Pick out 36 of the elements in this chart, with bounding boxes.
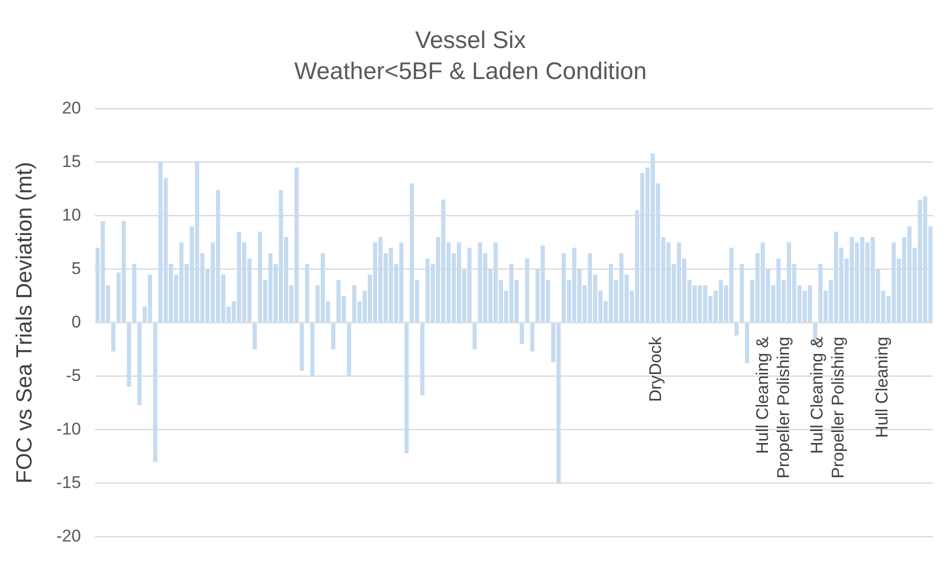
bar bbox=[472, 323, 477, 350]
annotation: Hull Cleaning & Propeller Polishing bbox=[807, 336, 848, 478]
bar bbox=[126, 323, 132, 387]
bar bbox=[300, 323, 304, 371]
bar bbox=[744, 323, 750, 364]
y-tick-label: 15 bbox=[62, 152, 81, 171]
y-tick-label: 20 bbox=[62, 98, 81, 118]
bar bbox=[132, 264, 136, 322]
bar bbox=[252, 323, 257, 350]
bar bbox=[153, 323, 158, 462]
bar bbox=[740, 264, 744, 322]
y-tick-label: -20 bbox=[56, 526, 81, 546]
y-tick-label: 5 bbox=[72, 258, 81, 278]
bar bbox=[524, 258, 530, 322]
y-tick-label: -10 bbox=[56, 419, 81, 438]
annotation: Hull Cleaning & Propeller Polishing bbox=[752, 336, 793, 478]
y-tick-label: -5 bbox=[66, 366, 81, 385]
bar bbox=[404, 323, 409, 454]
bar bbox=[305, 264, 310, 322]
y-axis-title: FOC vs Sea Trials Deviation (mt) bbox=[11, 162, 36, 484]
bar bbox=[137, 323, 142, 406]
bar bbox=[520, 323, 524, 344]
annotation: Hull Cleaning bbox=[872, 336, 892, 438]
bar bbox=[734, 323, 739, 336]
bar bbox=[346, 323, 352, 376]
y-tick-label: 0 bbox=[72, 312, 81, 332]
y-tick-label: -15 bbox=[56, 472, 81, 492]
bar bbox=[420, 323, 424, 396]
bar bbox=[310, 323, 314, 376]
chart-title: Vessel Six bbox=[415, 27, 526, 54]
bar bbox=[530, 323, 534, 352]
bar bbox=[331, 323, 336, 350]
annotation: DryDock bbox=[646, 336, 666, 402]
y-tick-label: 10 bbox=[62, 205, 81, 224]
chart-subtitle: Weather<5BF & Laden Condition bbox=[294, 58, 647, 85]
bar bbox=[111, 323, 116, 352]
